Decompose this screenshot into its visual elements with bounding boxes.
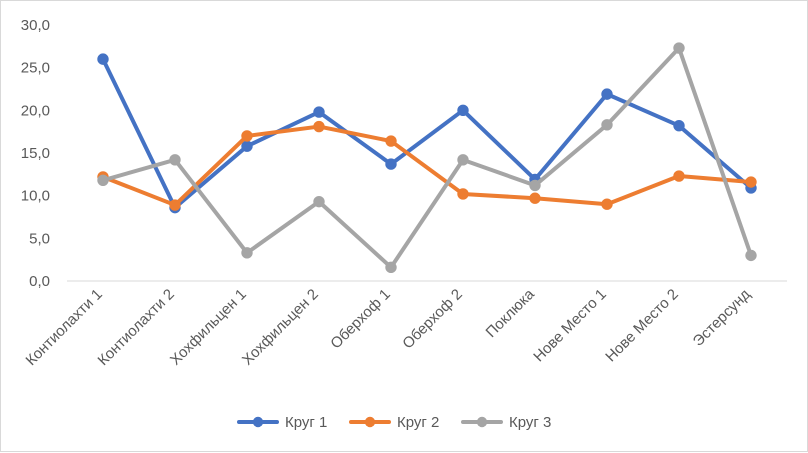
- data-point: [97, 53, 109, 65]
- x-tick-label: Нове Место 2: [602, 286, 682, 366]
- x-tick-label: Контиолахти 1: [23, 286, 106, 369]
- data-point: [601, 88, 613, 100]
- data-point: [673, 119, 685, 132]
- data-point: [241, 130, 253, 142]
- data-point: [457, 154, 469, 166]
- x-tick-label: Оберхоф 1: [327, 286, 394, 353]
- y-tick-label: 25,0: [21, 60, 50, 77]
- series-line-3: [101, 46, 753, 270]
- legend-label: Круг 2: [397, 414, 439, 431]
- data-point: [529, 192, 541, 204]
- x-tick-label: Оберхоф 2: [399, 286, 466, 353]
- x-tick-label: Хохфильцен 2: [239, 286, 322, 369]
- data-point: [385, 135, 397, 147]
- data-point: [385, 261, 397, 274]
- data-point: [745, 249, 757, 262]
- y-tick-label: 20,0: [21, 102, 50, 119]
- x-tick-label: Хохфильцен 1: [167, 286, 250, 369]
- y-tick-label: 30,0: [21, 17, 50, 34]
- legend-marker: [476, 416, 488, 428]
- data-point: [313, 106, 325, 118]
- data-point: [745, 176, 757, 188]
- data-point: [601, 119, 613, 131]
- data-point: [241, 140, 253, 152]
- y-tick-label: 15,0: [21, 145, 50, 162]
- legend-label: Круг 3: [509, 414, 551, 431]
- data-point: [529, 179, 541, 192]
- data-point: [601, 198, 613, 210]
- data-point: [169, 154, 181, 166]
- y-tick-label: 5,0: [29, 230, 50, 247]
- data-point: [313, 120, 325, 133]
- data-point: [673, 42, 685, 54]
- legend-marker: [364, 416, 376, 428]
- data-point: [241, 247, 253, 259]
- x-tick-label: Поклюка: [483, 285, 539, 341]
- x-tick-label: Эстерсунд: [690, 286, 754, 350]
- data-point: [457, 188, 469, 200]
- series-line-2: [101, 124, 753, 208]
- data-point: [457, 104, 469, 117]
- data-point: [97, 174, 109, 187]
- data-point: [313, 195, 325, 208]
- data-point: [169, 199, 181, 211]
- data-point: [385, 158, 397, 170]
- y-tick-label: 10,0: [21, 188, 50, 205]
- series-line-1: [101, 57, 753, 210]
- y-tick-label: 0,0: [29, 273, 50, 290]
- x-tick-label: Контиолахти 2: [95, 286, 178, 369]
- x-tick-label: Нове Место 1: [530, 286, 610, 366]
- legend-label: Круг 1: [285, 414, 327, 431]
- data-point: [673, 170, 685, 182]
- legend-marker: [252, 416, 264, 428]
